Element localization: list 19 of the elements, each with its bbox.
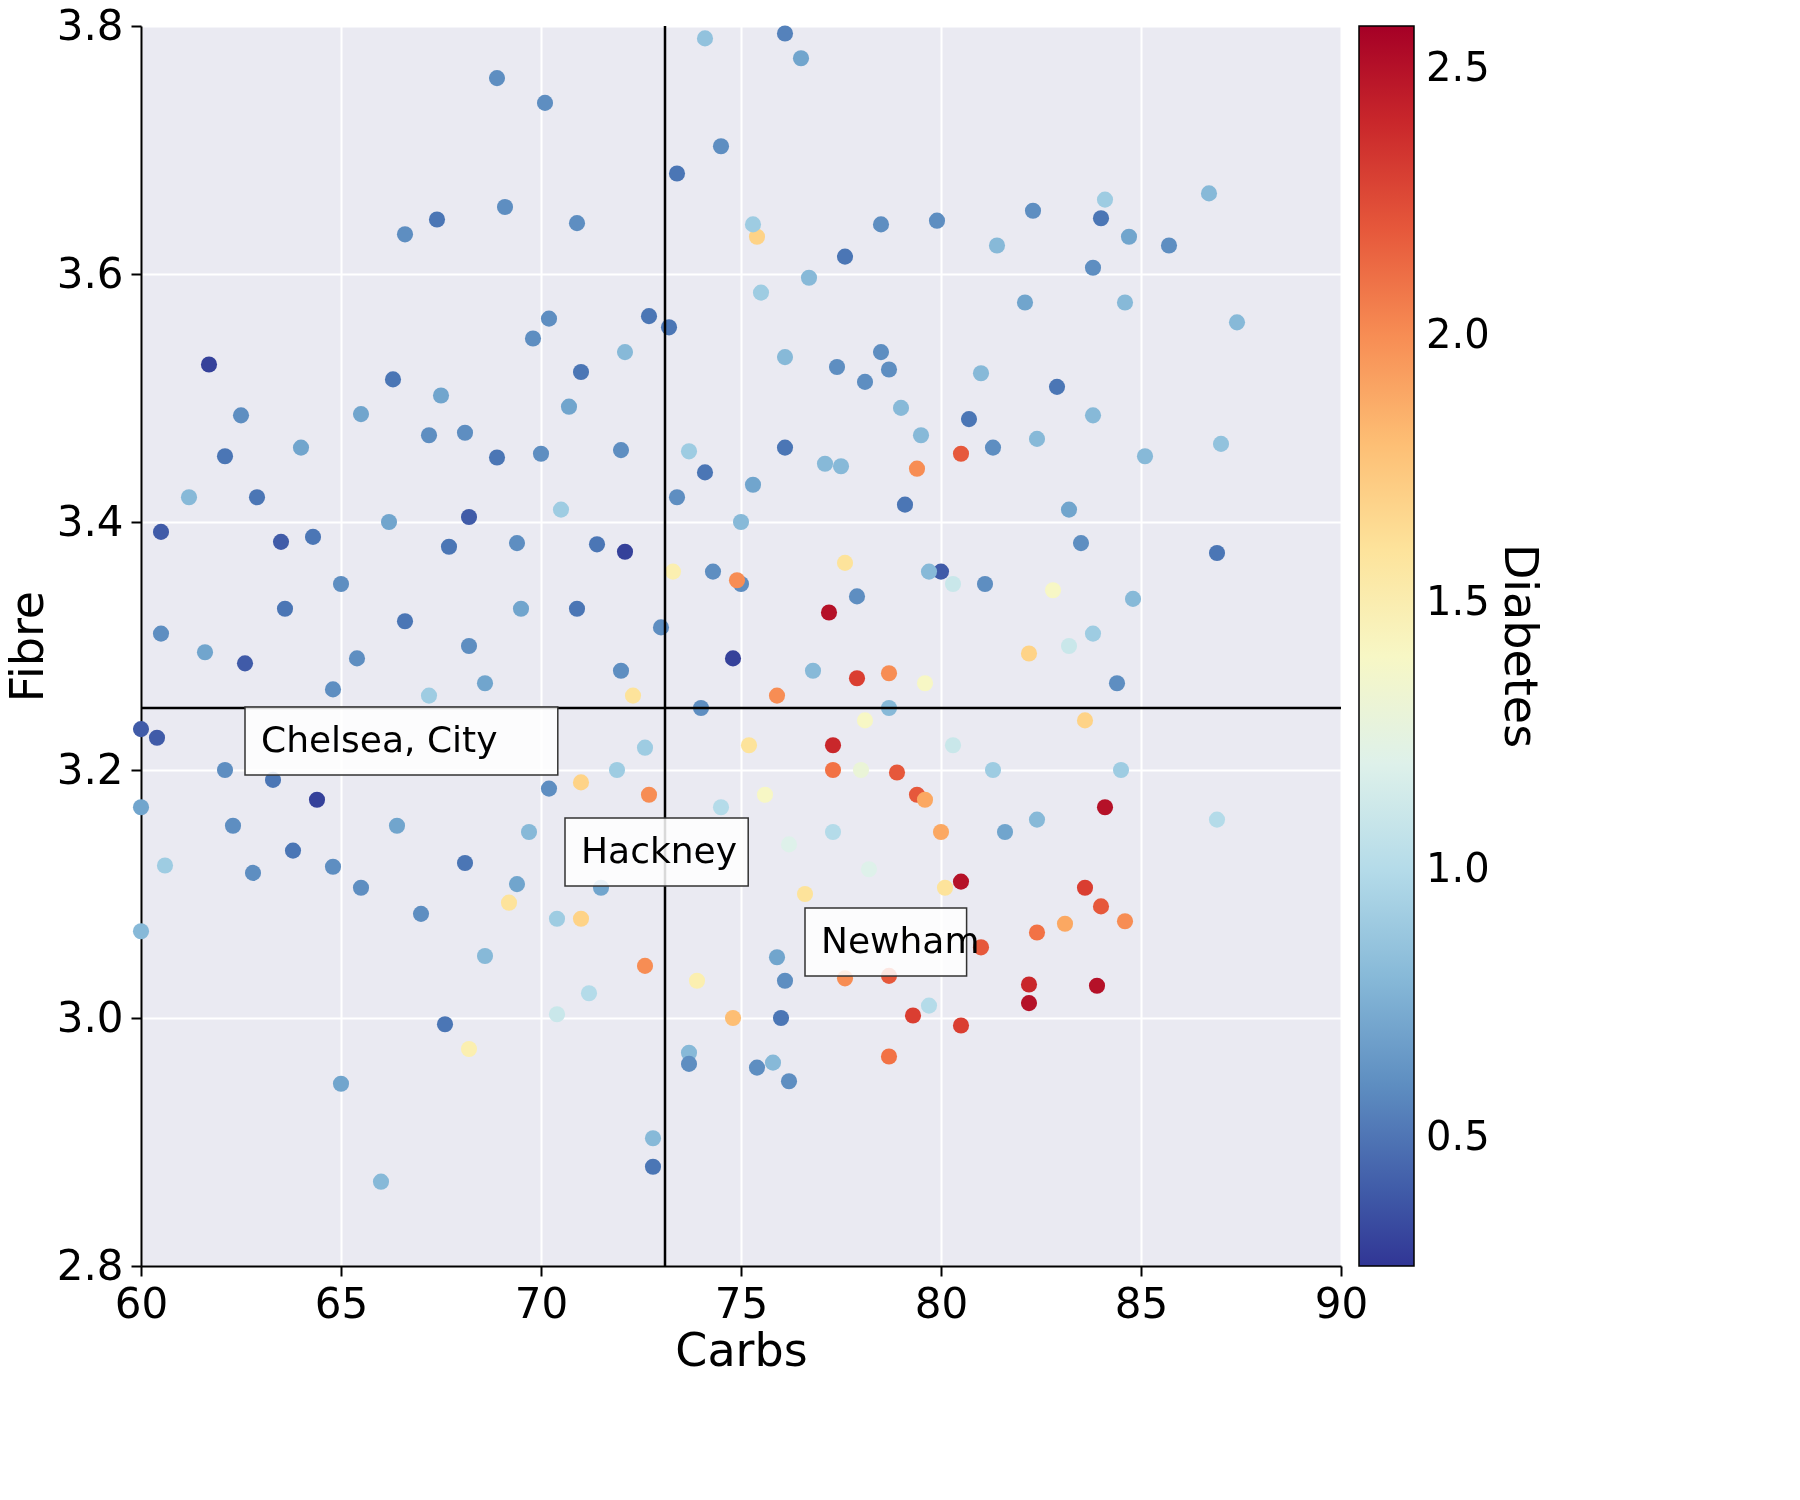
color-bar-title: Diabetes <box>1494 543 1548 749</box>
color-bar-label: 0.5 <box>1426 1112 1490 1159</box>
x-tick-label: 85 <box>1114 1278 1169 1328</box>
color-bar-label: 1.0 <box>1426 845 1490 892</box>
color-bar-label: 1.5 <box>1426 578 1490 625</box>
annotation: Hackney <box>581 830 738 871</box>
color-bar-label: 2.0 <box>1426 311 1490 357</box>
y-tick-label: 3.8 <box>56 0 124 50</box>
color-bar-label: 2.5 <box>1426 43 1490 90</box>
y-tick-label: 3.2 <box>56 744 124 794</box>
x-tick-label: 80 <box>914 1278 969 1328</box>
y-axis-title: Fibre <box>0 590 54 703</box>
y-tick-label: 3.0 <box>56 992 124 1042</box>
x-tick-label: 65 <box>314 1278 369 1328</box>
annotation: Chelsea, City <box>261 719 498 760</box>
x-tick-label: 90 <box>1314 1278 1369 1328</box>
x-tick-label: 70 <box>514 1278 569 1328</box>
y-tick-label: 3.6 <box>56 248 124 298</box>
y-tick-label: 3.4 <box>56 496 124 546</box>
